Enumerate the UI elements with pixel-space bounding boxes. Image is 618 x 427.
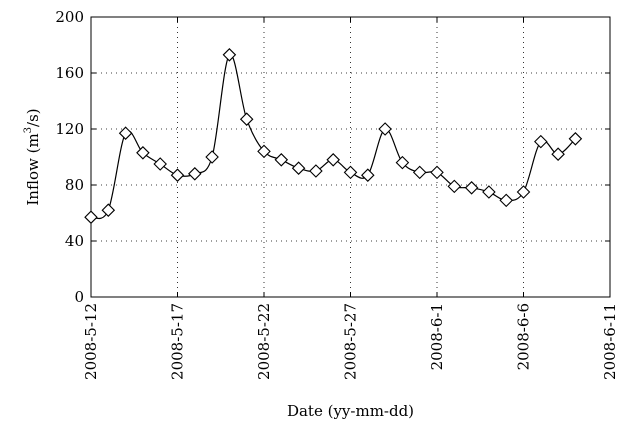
data-point-marker [378, 122, 392, 136]
data-point-marker [118, 126, 133, 140]
data-point-marker [568, 132, 583, 146]
y-tick-label: 160 [55, 64, 84, 82]
data-point-marker [101, 203, 116, 217]
y-axis-label-superscript: 3 [23, 127, 34, 133]
grid-lines [91, 17, 610, 297]
data-point-marker [464, 181, 479, 195]
y-axis-label: Inflow (m3/s) [23, 108, 42, 205]
data-point-marker [257, 144, 271, 159]
x-tick-label: 2008-6-6 [515, 303, 533, 370]
x-tick-label: 2008-6-11 [601, 303, 618, 380]
data-point-marker [136, 146, 150, 160]
series-line [90, 54, 576, 220]
data-point-marker [447, 179, 462, 194]
data-point-marker [430, 165, 444, 180]
y-tick-label: 0 [74, 288, 84, 306]
axis-ticks: 0 40 80 120 160 200 2008-5-12 2008-5-17 2008-5-2… [55, 8, 618, 380]
data-point-marker [499, 193, 513, 208]
data-point-marker [412, 165, 427, 180]
data-point-marker [326, 153, 340, 167]
data-point-marker [222, 48, 237, 62]
data-point-marker [291, 161, 306, 175]
y-axis-label-main: Inflow (m [24, 133, 42, 205]
data-point-marker [395, 155, 410, 170]
data-point-marker [170, 168, 185, 182]
x-tick-label: 2008-6-1 [428, 303, 446, 370]
data-point-marker [188, 167, 202, 181]
data-point-marker [343, 165, 358, 180]
x-tick-label: 2008-5-17 [169, 303, 187, 380]
series-inflow [84, 48, 583, 224]
data-point-marker [153, 157, 167, 171]
x-tick-label: 2008-5-27 [342, 303, 360, 380]
y-tick-label: 80 [65, 176, 84, 194]
data-point-marker [534, 134, 548, 149]
y-tick-label: 200 [55, 8, 84, 26]
data-point-marker [309, 164, 323, 178]
y-tick-label: 40 [65, 232, 84, 250]
y-tick-label: 120 [55, 120, 84, 138]
x-tick-label: 2008-5-22 [255, 303, 273, 380]
data-point-marker [84, 210, 98, 224]
data-point-marker [482, 185, 496, 199]
x-tick-label: 2008-5-12 [82, 303, 100, 380]
data-point-marker [551, 147, 565, 161]
y-axis-label-tail: /s) [24, 108, 42, 127]
x-axis-label: Date (yy-mm-dd) [287, 402, 414, 420]
data-point-marker [361, 168, 375, 182]
data-point-marker [274, 153, 289, 167]
data-point-marker [239, 112, 254, 126]
data-point-marker [205, 150, 219, 164]
data-point-marker [516, 185, 531, 199]
